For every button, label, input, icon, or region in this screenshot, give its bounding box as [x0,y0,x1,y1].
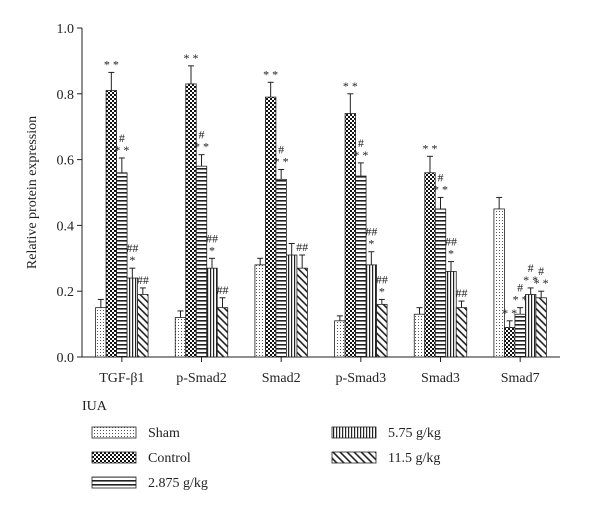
significance-label: * * [423,141,438,155]
bar [137,294,149,358]
x-tick-label: Smad7 [501,371,540,386]
bar [334,320,346,358]
bar [535,297,547,358]
y-tick-label: 0.2 [57,285,75,300]
significance-label: * * [184,51,199,65]
bar [413,313,426,358]
bar [296,267,308,358]
y-axis-label: Relative protein expression [25,116,40,269]
legend: IUA Sham Control 2.875 g/kg 5.75 g/kg 11.5 g… [82,399,441,491]
significance-label: * * [263,67,278,81]
bar [286,254,298,358]
legend-swatch [91,426,137,439]
significance-label: # [528,261,534,275]
significance-label: ## [137,273,149,287]
bar [434,208,447,358]
bar [116,172,128,358]
bar [455,307,468,358]
significance-label: # [517,281,523,295]
significance-label: # [119,131,125,145]
y-tick-label: 1.0 [57,22,75,37]
bar [206,267,218,358]
bar [195,165,208,358]
significance-label: * * [194,140,209,154]
x-tick-label: p-Smad2 [176,371,227,386]
significance-label: ## [296,240,308,254]
significance-label: ## [126,241,138,255]
significance-label: * [368,237,374,251]
legend-swatch [331,451,377,464]
significance-label: * [379,284,385,298]
significance-label: * [209,243,215,257]
bar [174,317,187,358]
x-tick-label: Smad2 [262,371,301,386]
legend-swatch [331,426,377,439]
significance-label: # [199,128,205,142]
y-tick-label: 0.4 [57,219,75,234]
significance-label: * * [513,293,528,307]
bar [216,307,229,358]
legend-item-label: 2.875 g/kg [148,476,208,491]
significance-label: * * [523,273,538,287]
significance-label: # [538,264,544,278]
bar [504,326,516,358]
significance-label: * * [502,306,517,320]
significance-label: # [358,136,364,150]
significance-label: * [129,253,135,267]
x-tick-label: TGF-β1 [99,371,144,386]
bar [95,307,107,358]
legend-swatch [91,451,137,464]
significance-label: ## [445,235,457,249]
bar [105,90,117,358]
significance-label: * * [343,79,358,93]
significance-label: * [448,247,454,261]
significance-label: ## [365,225,377,239]
bar [126,277,138,358]
x-tick-label: Smad3 [421,371,460,386]
significance-label: ## [217,283,229,297]
significance-label: # [438,170,444,184]
bar [254,264,266,358]
bar [265,96,277,358]
bar [424,172,436,358]
y-tick-label: 0.6 [57,154,75,169]
legend-swatch [91,476,137,489]
significance-label: * * [114,143,129,157]
significance-label: ## [456,286,468,300]
bar [514,313,526,358]
significance-label: # [278,142,284,156]
significance-label: * * [353,148,368,162]
legend-item-label: 11.5 g/kg [388,451,440,466]
significance-label: * * [433,182,448,196]
bar [355,175,367,358]
legend-title: IUA [82,399,108,414]
legend-item-label: Control [148,451,191,466]
significance-label: ## [206,231,218,245]
legend-item-label: Sham [148,426,180,441]
bar [493,208,505,358]
significance-label: * * [104,57,119,71]
bar [185,83,197,358]
significance-label: * * [534,276,549,290]
bar [445,271,457,358]
bar [275,178,287,358]
legend-item-label: 5.75 g/kg [388,426,441,441]
y-tick-label: 0.0 [57,351,75,366]
y-tick-label: 0.8 [57,88,75,103]
x-tick-label: p-Smad3 [336,371,387,386]
bar [525,294,537,358]
bar [376,303,388,358]
significance-label: * * [274,154,289,168]
significance-label: ## [376,272,388,286]
